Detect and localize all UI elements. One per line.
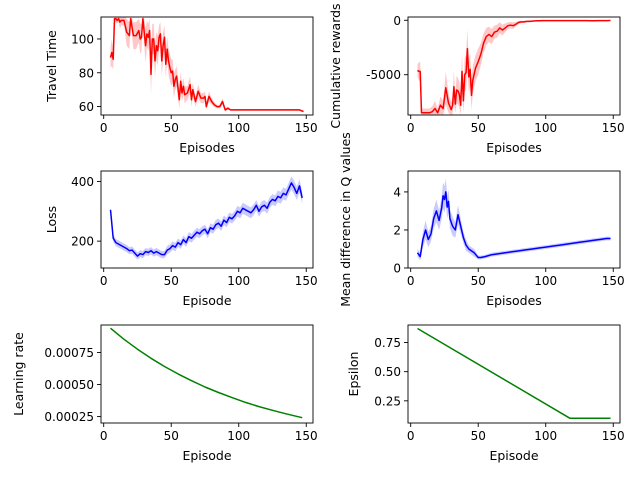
y-axis-label: Learning rate [11,332,26,416]
subplot-5: 0 50 100 150 0.00025 0.00050 0.00075 Episode Lea… [11,324,318,463]
x-tick-label: 50 [471,429,486,443]
x-axis-label: Episodes [486,140,542,155]
x-tick-label: 100 [534,274,557,288]
y-tick-label: 80 [79,66,94,80]
x-tick-label: 150 [602,274,625,288]
y-axis-label: Cumulative rewards [328,3,343,128]
x-tick-label: 50 [471,121,486,135]
confidence-band [417,20,611,115]
x-tick-label: 150 [602,121,625,135]
confidence-band [110,176,303,260]
y-axis-label: Epsilon [346,352,361,397]
x-tick-label: 50 [164,429,179,443]
series-line [417,19,611,114]
y-tick-label: 0.75 [374,336,401,350]
x-axis-label: Episode [182,293,231,308]
y-tick-label: 400 [71,175,94,189]
x-tick-label: 150 [295,121,318,135]
axes-frame [407,16,621,116]
y-axis-label: Loss [44,206,59,233]
x-tick-label: 0 [407,429,415,443]
x-tick-label: 150 [602,429,625,443]
axes-frame [407,324,621,424]
y-tick-label: 0.25 [374,394,401,408]
confidence-band [110,17,304,113]
x-axis-label: Episode [489,448,538,463]
y-tick-label: 2 [393,223,401,237]
confidence-band [417,178,611,261]
y-tick-label: 0 [393,14,401,28]
x-axis-label: Episode [182,448,231,463]
x-tick-label: 100 [227,121,250,135]
x-tick-label: 50 [471,274,486,288]
x-tick-label: 100 [227,429,250,443]
y-tick-label: 60 [79,100,94,114]
y-tick-label: 0.00075 [44,346,94,360]
axes-frame [100,16,314,116]
x-tick-label: 100 [227,274,250,288]
x-axis-label: Episodes [486,293,542,308]
y-tick-label: 0.00050 [44,378,94,392]
x-tick-label: 150 [295,429,318,443]
y-tick-label: 4 [393,185,401,199]
y-tick-label: 0.50 [374,365,401,379]
series-line [109,182,303,257]
subplot-2: 0 50 100 150 -5000 0 Episodes Cumulative reward… [328,3,625,155]
axes-frame [407,170,621,269]
y-tick-label: 200 [71,235,94,249]
x-tick-label: 0 [407,274,415,288]
y-tick-label: 0 [393,262,401,276]
series-line [416,191,611,259]
x-axis-label: Episodes [179,140,235,155]
x-tick-label: 50 [164,121,179,135]
x-tick-label: 0 [100,121,108,135]
series-line [110,327,303,419]
x-tick-label: 50 [164,274,179,288]
x-tick-label: 0 [407,121,415,135]
y-axis-label: Mean difference in Q values [338,132,353,307]
series-line [417,327,611,420]
series-line [109,17,304,113]
axes-frame [100,324,314,424]
y-tick-label: 100 [71,32,94,46]
y-tick-label: -5000 [366,68,401,82]
x-tick-label: 100 [534,429,557,443]
y-axis-label: Travel Time [44,30,59,103]
x-tick-label: 0 [100,429,108,443]
axes-frame [100,170,314,269]
subplot-4: 0 50 100 150 0 2 4 Episodes Mean difference in Q… [338,132,625,308]
y-tick-label: 0.00025 [44,410,94,424]
x-tick-label: 100 [534,121,557,135]
subplot-6: 0 50 100 150 0.25 0.50 0.75 Episode Epsilon [346,324,625,463]
subplot-3: 0 50 100 150 200 400 Episode Loss [44,170,318,308]
subplot-1: 0 50 100 150 60 80 100 Episodes Travel Time [44,16,318,155]
x-tick-label: 0 [100,274,108,288]
x-tick-label: 150 [295,274,318,288]
